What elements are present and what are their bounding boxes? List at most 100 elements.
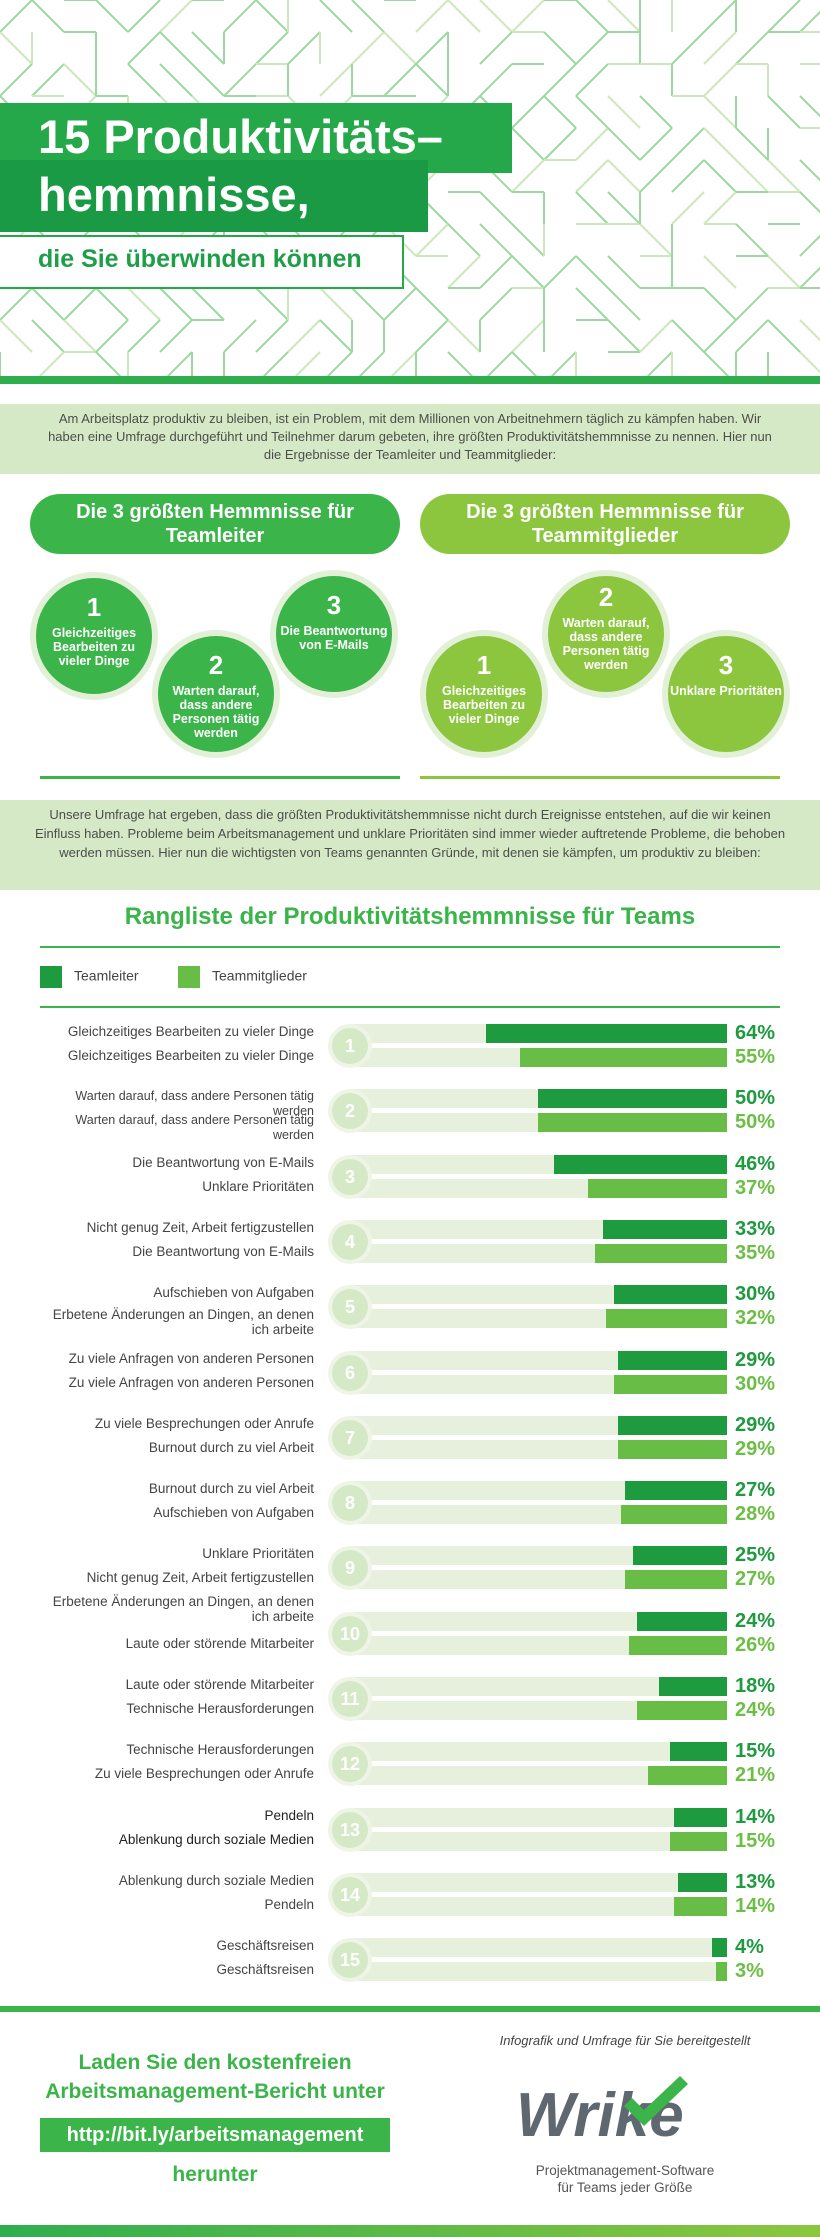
leader-bar bbox=[625, 1481, 727, 1500]
pattern-line bbox=[319, 319, 353, 353]
cta-text: Laden Sie den kostenfreien Arbeitsmanage… bbox=[20, 2048, 410, 2106]
pattern-line bbox=[767, 255, 801, 289]
member-percent: 28% bbox=[735, 1503, 776, 1525]
pattern-line bbox=[799, 95, 820, 118]
legend-leaders-label: Teamleiter bbox=[74, 967, 139, 984]
pattern-line bbox=[575, 287, 609, 321]
title-background-2 bbox=[0, 160, 428, 232]
leader-percent: 29% bbox=[735, 1414, 776, 1436]
pattern-line bbox=[575, 0, 609, 33]
member-bar bbox=[588, 1179, 727, 1198]
leader-percent: 30% bbox=[735, 1283, 776, 1305]
member-bar bbox=[614, 1375, 727, 1394]
pattern-line bbox=[511, 159, 545, 193]
logo-tagline-line1: Projektmanagement-Software bbox=[535, 2163, 715, 2178]
pattern-line bbox=[607, 95, 641, 129]
pattern-line bbox=[31, 63, 65, 97]
pattern-line bbox=[799, 234, 820, 257]
pattern-line bbox=[543, 127, 577, 161]
member-label: Aufschieben von Aufgaben bbox=[153, 1505, 314, 1520]
pattern-line bbox=[383, 31, 417, 65]
pattern-line bbox=[639, 95, 673, 129]
pattern-line bbox=[639, 159, 673, 193]
pattern-line bbox=[799, 191, 820, 214]
pattern-line bbox=[671, 159, 705, 193]
rank-number: 7 bbox=[332, 1420, 368, 1456]
member-top-1-number: 1 bbox=[476, 650, 492, 680]
cta-line2: Arbeitsmanagement-Bericht unter bbox=[45, 2080, 385, 2103]
hero-bottom-bar bbox=[0, 376, 820, 384]
leader-label: Laute oder störende Mitarbeiter bbox=[125, 1677, 314, 1692]
intro-text: Am Arbeitsplatz produktiv zu bleiben, is… bbox=[0, 404, 820, 474]
ranking-row: Geschäftsreisen Geschäftsreisen 15 4% 3% bbox=[0, 1936, 820, 1994]
pattern-line bbox=[447, 319, 481, 353]
leader-bar bbox=[618, 1416, 727, 1435]
legend-members: Teammitglieder bbox=[178, 966, 307, 988]
pattern-line bbox=[735, 159, 769, 193]
leader-percent: 18% bbox=[735, 1675, 776, 1697]
member-label: Geschäftsreisen bbox=[216, 1962, 314, 1977]
legend-leaders: Teamleiter bbox=[40, 966, 139, 988]
member-label: Burnout durch zu viel Arbeit bbox=[148, 1440, 314, 1455]
member-bar bbox=[625, 1570, 727, 1589]
member-label: Ablenkung durch soziale Medien bbox=[118, 1832, 314, 1847]
leader-percent: 33% bbox=[735, 1218, 776, 1240]
member-bar bbox=[520, 1048, 727, 1067]
pattern-line bbox=[607, 191, 641, 225]
pattern-line bbox=[223, 0, 257, 33]
pattern-line bbox=[639, 223, 673, 257]
pattern-line bbox=[223, 319, 257, 353]
leader-track bbox=[350, 1677, 727, 1696]
pattern-line bbox=[31, 0, 65, 33]
leaders-heading: Die 3 größten Hemmnisse für Teamleiter bbox=[30, 494, 400, 554]
member-label: Die Beantwortung von E-Mails bbox=[132, 1244, 314, 1259]
leader-percent: 29% bbox=[735, 1349, 776, 1371]
pattern-line bbox=[0, 287, 33, 321]
member-label: Laute oder störende Mitarbeiter bbox=[125, 1636, 314, 1651]
ranking-row: Warten darauf, dass andere Personen täti… bbox=[0, 1087, 820, 1145]
pattern-line bbox=[159, 287, 193, 321]
pattern-line bbox=[159, 0, 193, 33]
ranking-row: Erbetene Änderungen an Dingen, an denen … bbox=[0, 1594, 820, 1668]
rank-number: 2 bbox=[332, 1093, 368, 1129]
member-percent: 32% bbox=[735, 1307, 776, 1329]
subtitle-box bbox=[0, 235, 404, 289]
pattern-line bbox=[607, 255, 641, 289]
pattern-line bbox=[255, 0, 289, 33]
pattern-line bbox=[511, 319, 545, 353]
member-bar bbox=[674, 1897, 727, 1916]
leader-bar bbox=[712, 1938, 727, 1957]
member-label: Nicht genug Zeit, Arbeit fertigzustellen bbox=[86, 1570, 314, 1585]
page-subtitle: die Sie überwinden können bbox=[38, 245, 362, 273]
pattern-line bbox=[639, 127, 673, 161]
rank-number: 12 bbox=[332, 1746, 368, 1782]
pattern-line bbox=[127, 319, 161, 353]
leader-label: Unklare Prioritäten bbox=[202, 1546, 314, 1561]
pattern-line bbox=[703, 159, 737, 193]
leader-percent: 13% bbox=[735, 1871, 776, 1893]
leader-label: Zu viele Besprechungen oder Anrufe bbox=[94, 1416, 314, 1431]
leader-track bbox=[350, 1612, 727, 1631]
ranking-row: Technische Herausforderungen Zu viele Bes… bbox=[0, 1740, 820, 1798]
pattern-line bbox=[415, 319, 449, 353]
leader-percent: 15% bbox=[735, 1740, 776, 1762]
leader-bar bbox=[674, 1808, 727, 1827]
footer-bottom-bar bbox=[0, 2225, 820, 2237]
leader-top-3: 3 Die Beantwortung von E-Mails bbox=[276, 576, 392, 692]
member-percent: 55% bbox=[735, 1046, 776, 1068]
leader-label: Aufschieben von Aufgaben bbox=[153, 1285, 314, 1300]
leader-label: Die Beantwortung von E-Mails bbox=[132, 1155, 314, 1170]
pattern-line bbox=[543, 63, 577, 97]
pattern-line bbox=[31, 287, 65, 321]
pattern-line bbox=[479, 223, 513, 257]
member-bar bbox=[618, 1440, 727, 1459]
cta-url-link[interactable]: http://bit.ly/arbeitsmanagement bbox=[40, 2118, 390, 2152]
pattern-line bbox=[95, 287, 129, 321]
ranking-row: Ablenkung durch soziale Medien Pendeln 14 1… bbox=[0, 1871, 820, 1929]
pattern-line bbox=[511, 127, 545, 161]
survey-text: Unsere Umfrage hat ergeben, dass die grö… bbox=[0, 800, 820, 890]
leader-bar bbox=[670, 1742, 727, 1761]
leader-percent: 4% bbox=[735, 1936, 764, 1958]
leader-percent: 46% bbox=[735, 1153, 776, 1175]
rank-number: 5 bbox=[332, 1289, 368, 1325]
